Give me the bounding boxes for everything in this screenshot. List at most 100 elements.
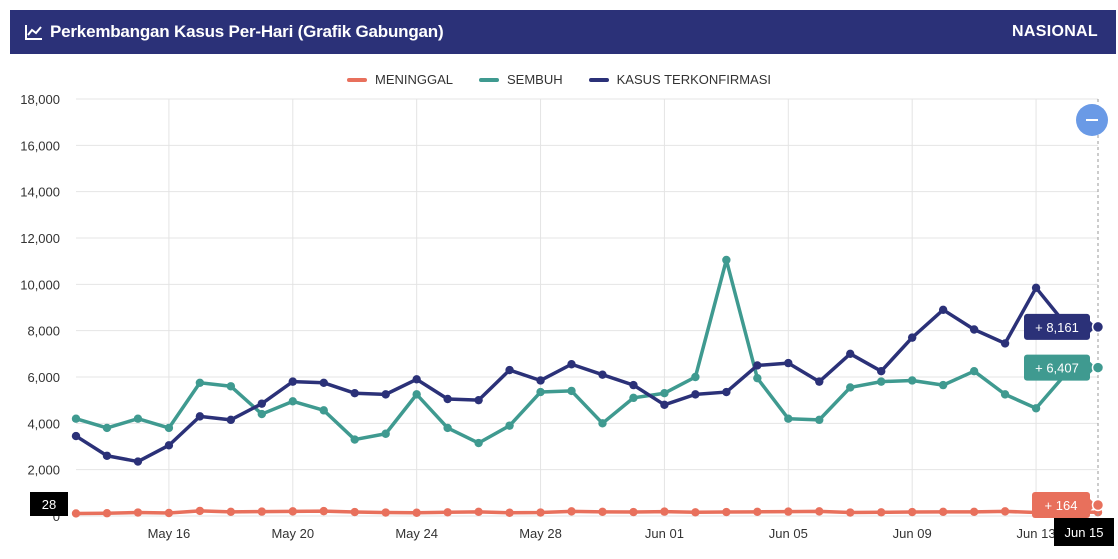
data-point-meninggal[interactable] xyxy=(288,507,297,516)
data-point-kasus[interactable] xyxy=(1000,339,1010,348)
data-point-sembuh[interactable] xyxy=(71,414,81,423)
data-point-sembuh[interactable] xyxy=(753,373,762,383)
data-point-meninggal[interactable] xyxy=(722,507,731,517)
data-point-sembuh[interactable] xyxy=(784,414,793,423)
data-point-sembuh[interactable] xyxy=(443,423,452,433)
data-point-kasus[interactable] xyxy=(753,361,762,370)
data-point-meninggal[interactable] xyxy=(71,509,81,518)
data-point-sembuh[interactable] xyxy=(567,386,576,396)
data-point-kasus[interactable] xyxy=(846,349,855,359)
data-point-kasus[interactable] xyxy=(505,365,514,375)
data-point-kasus[interactable] xyxy=(536,376,545,385)
legend-item-meninggal[interactable]: MENINGGAL xyxy=(347,72,453,87)
data-point-sembuh[interactable] xyxy=(598,419,607,428)
data-point-sembuh[interactable] xyxy=(505,421,514,430)
data-point-sembuh[interactable] xyxy=(1000,390,1010,399)
data-point-kasus[interactable] xyxy=(877,367,886,376)
data-point-sembuh[interactable] xyxy=(319,406,328,415)
data-point-meninggal[interactable] xyxy=(1000,507,1010,516)
data-point-kasus[interactable] xyxy=(784,358,793,368)
data-point-sembuh[interactable] xyxy=(629,393,638,403)
data-point-sembuh[interactable] xyxy=(226,382,236,391)
legend-item-kasus[interactable]: KASUS TERKONFIRMASI xyxy=(588,72,771,87)
data-point-sembuh[interactable] xyxy=(474,438,483,448)
data-point-sembuh[interactable] xyxy=(815,415,824,425)
data-point-sembuh[interactable] xyxy=(877,377,886,386)
data-point-meninggal[interactable] xyxy=(505,508,514,517)
data-point-kasus[interactable] xyxy=(938,305,948,315)
data-point-kasus[interactable] xyxy=(660,400,669,409)
data-point-meninggal[interactable] xyxy=(133,508,143,517)
data-point-kasus[interactable] xyxy=(969,325,979,334)
data-point-sembuh[interactable] xyxy=(164,423,174,433)
data-point-meninggal[interactable] xyxy=(381,508,390,517)
data-point-kasus[interactable] xyxy=(195,412,205,421)
data-point-sembuh[interactable] xyxy=(1031,404,1041,413)
data-point-kasus[interactable] xyxy=(164,441,174,450)
data-point-kasus[interactable] xyxy=(226,415,236,425)
data-point-meninggal[interactable] xyxy=(969,507,979,517)
data-point-meninggal[interactable] xyxy=(319,506,328,516)
data-point-meninggal[interactable] xyxy=(536,508,545,517)
data-point-sembuh[interactable] xyxy=(257,409,267,419)
data-point-sembuh[interactable] xyxy=(288,397,297,406)
data-point-meninggal[interactable] xyxy=(846,508,855,517)
data-point-sembuh[interactable] xyxy=(969,367,979,376)
data-point-kasus[interactable] xyxy=(443,394,452,404)
data-point-kasus[interactable] xyxy=(1031,283,1041,293)
data-point-kasus[interactable] xyxy=(598,370,607,379)
data-point-sembuh[interactable] xyxy=(412,390,421,399)
data-point-sembuh[interactable] xyxy=(102,423,112,433)
data-point-meninggal[interactable] xyxy=(907,507,917,517)
data-point-kasus[interactable] xyxy=(102,451,112,460)
data-point-kasus[interactable] xyxy=(629,380,638,390)
data-point-kasus[interactable] xyxy=(288,377,297,386)
data-point-meninggal[interactable] xyxy=(195,506,205,516)
data-point-meninggal[interactable] xyxy=(753,507,762,517)
data-point-sembuh[interactable] xyxy=(133,414,143,423)
data-point-meninggal[interactable] xyxy=(102,509,112,518)
data-point-meninggal[interactable] xyxy=(691,508,700,517)
data-point-kasus[interactable] xyxy=(133,457,143,466)
data-point-sembuh[interactable] xyxy=(722,255,731,265)
zoom-out-button[interactable] xyxy=(1076,104,1108,136)
data-point-sembuh[interactable] xyxy=(536,387,545,397)
data-point-kasus[interactable] xyxy=(567,360,576,369)
data-point-meninggal[interactable] xyxy=(412,508,421,517)
data-point-sembuh[interactable] xyxy=(660,389,669,398)
data-point-sembuh[interactable] xyxy=(195,378,205,387)
data-point-meninggal[interactable] xyxy=(784,507,793,516)
data-point-sembuh[interactable] xyxy=(691,372,700,382)
legend-item-sembuh[interactable]: SEMBUH xyxy=(479,72,563,87)
data-point-meninggal[interactable] xyxy=(443,508,452,517)
data-point-kasus[interactable] xyxy=(412,375,421,384)
data-point-sembuh[interactable] xyxy=(381,429,390,438)
data-point-kasus[interactable] xyxy=(815,377,824,386)
data-point-meninggal[interactable] xyxy=(815,507,824,516)
data-point-meninggal[interactable] xyxy=(164,508,174,518)
data-point-kasus[interactable] xyxy=(691,390,700,399)
data-point-meninggal[interactable] xyxy=(938,507,948,517)
data-point-meninggal[interactable] xyxy=(226,507,236,517)
data-point-kasus[interactable] xyxy=(381,390,390,399)
data-point-kasus[interactable] xyxy=(350,389,359,398)
data-point-sembuh[interactable] xyxy=(846,383,855,392)
data-point-kasus[interactable] xyxy=(907,333,917,342)
data-point-kasus[interactable] xyxy=(474,395,483,405)
data-point-kasus[interactable] xyxy=(71,431,81,441)
data-point-kasus[interactable] xyxy=(722,387,731,397)
data-point-meninggal[interactable] xyxy=(877,508,886,517)
data-point-meninggal[interactable] xyxy=(598,507,607,517)
data-point-meninggal[interactable] xyxy=(629,507,638,517)
data-point-meninggal[interactable] xyxy=(257,507,267,516)
data-point-sembuh[interactable] xyxy=(350,435,359,444)
data-point-kasus[interactable] xyxy=(319,378,328,387)
data-point-sembuh[interactable] xyxy=(907,376,917,385)
data-point-sembuh[interactable] xyxy=(938,380,948,390)
data-point-kasus[interactable] xyxy=(257,399,267,408)
data-point-meninggal[interactable] xyxy=(474,507,483,517)
data-point-meninggal[interactable] xyxy=(660,507,669,516)
data-point-meninggal[interactable] xyxy=(567,507,576,516)
data-point-meninggal[interactable] xyxy=(350,507,359,517)
